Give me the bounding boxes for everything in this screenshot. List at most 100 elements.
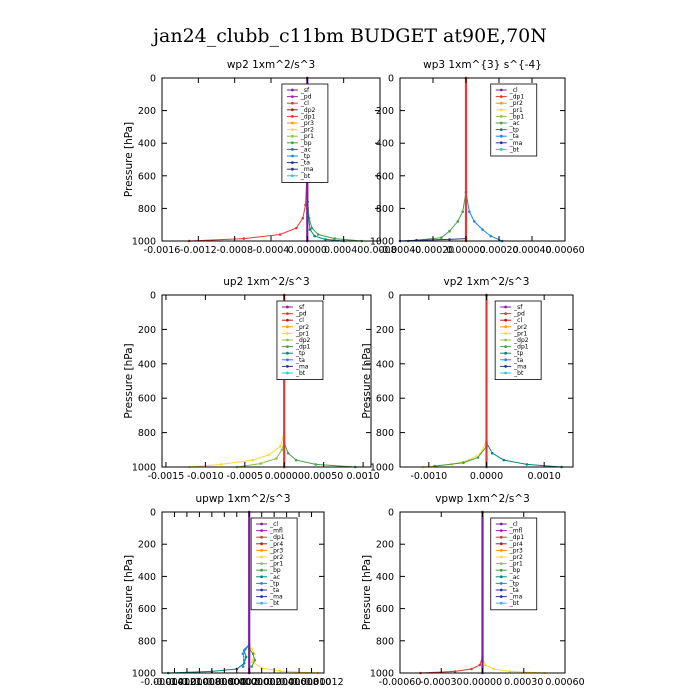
legend-marker xyxy=(504,351,508,355)
y-tick-label: 0 xyxy=(388,291,394,302)
series-point xyxy=(476,456,480,459)
series-point xyxy=(478,663,482,667)
legend-label: _bt xyxy=(295,370,306,377)
series-point xyxy=(251,652,255,655)
chart-panel-2: up2 1xm^2/s^3 Pressure [hPa] 0 200 400 600 800… xyxy=(123,276,380,482)
y-tick-label: 0 xyxy=(388,508,394,519)
legend-label: _ta xyxy=(509,133,519,140)
legend-marker xyxy=(291,101,294,105)
series-point xyxy=(251,458,254,462)
y-tick-label: 1000 xyxy=(370,463,394,474)
legend-label: _pr2 xyxy=(295,324,309,331)
legend-marker xyxy=(286,305,289,309)
legend-label: _ma xyxy=(509,594,523,601)
y-tick-label: 200 xyxy=(376,106,394,117)
legend-marker xyxy=(499,588,503,592)
legend-label: _bt xyxy=(300,173,311,180)
x-tick-label: -0.0015 xyxy=(148,471,185,482)
legend-label: _bp xyxy=(300,140,312,147)
x-tick-label: 0.00008 xyxy=(279,677,318,688)
legend-marker xyxy=(291,128,294,132)
panel-title: vpwp 1xm^2/s^3 xyxy=(435,493,530,505)
y-tick-label: 600 xyxy=(138,604,156,615)
y-axis-label: Pressure [hPa] xyxy=(123,122,135,197)
x-tick-label: -0.00010 xyxy=(166,677,209,688)
panel-title: vp2 1xm^2/s^3 xyxy=(444,276,530,288)
series-point xyxy=(316,233,320,236)
series-point xyxy=(473,220,476,223)
legend-marker xyxy=(504,338,508,342)
x-tick-label: -0.0010 xyxy=(410,471,447,482)
y-axis-label: Pressure [hPa] xyxy=(123,343,135,418)
x-tick-label: 0.00040 xyxy=(324,245,363,256)
y-tick-label: 1000 xyxy=(370,237,394,248)
series-point xyxy=(333,237,336,240)
series-point xyxy=(251,660,254,663)
legend-label: _dp2 xyxy=(300,107,316,114)
legend-label: _mfl xyxy=(509,528,523,535)
legend-label: _ma xyxy=(513,363,527,370)
legend-marker xyxy=(504,365,508,368)
x-tick-label: -0.00020 xyxy=(412,245,455,256)
legend-label: _tp xyxy=(269,580,279,587)
series-point xyxy=(250,647,253,651)
legend-label: _tp xyxy=(300,153,310,160)
series-point xyxy=(448,229,451,233)
x-tick-label: -0.00030 xyxy=(420,677,463,688)
y-tick-label: 1000 xyxy=(132,237,156,248)
legend-marker xyxy=(291,88,294,92)
legend-marker xyxy=(504,358,508,362)
x-tick-label: 0.00000 xyxy=(288,245,327,256)
legend-marker xyxy=(504,305,508,309)
legend-marker xyxy=(291,121,294,125)
legend-marker xyxy=(260,555,263,559)
legend-label: _cl xyxy=(509,521,518,528)
legend-marker xyxy=(260,542,263,546)
legend-label: _pd xyxy=(513,311,525,318)
legend-label: _cl xyxy=(509,87,518,94)
legend-marker xyxy=(499,108,503,112)
legend-label: _dp1 xyxy=(295,344,311,351)
y-tick-label: 0 xyxy=(388,74,394,85)
legend-marker xyxy=(499,134,503,138)
y-tick-label: 400 xyxy=(376,359,394,370)
legend-label: _dp2 xyxy=(295,337,311,344)
legend-label: _pr1 xyxy=(509,561,523,568)
legend-label: _ta xyxy=(513,357,523,364)
legend-marker xyxy=(291,167,294,171)
series-point xyxy=(304,203,307,207)
legend: _sf_pd_cl_pr2_pr1_dp2_dp1_tp_ta_ma_bt xyxy=(494,300,542,380)
series-point xyxy=(492,667,495,671)
x-tick-label: -0.00060 xyxy=(379,677,422,688)
series-point xyxy=(279,445,282,448)
legend-label: _bt xyxy=(509,600,520,607)
legend-label: _pr1 xyxy=(513,330,527,337)
y-tick-label: 0 xyxy=(150,74,156,85)
legend-label: _pr3 xyxy=(509,547,523,554)
legend-marker xyxy=(260,595,263,598)
series-point xyxy=(280,448,284,452)
legend-label: _sf xyxy=(295,304,305,311)
series-point xyxy=(301,216,305,220)
x-tick-label: 0.00030 xyxy=(504,677,543,688)
chart-panel-3: vp2 1xm^2/s^3 Pressure [hPa] 0 200 400 600 800… xyxy=(361,276,574,482)
legend-marker xyxy=(286,351,289,355)
x-tick-label: 0.00050 xyxy=(304,471,343,482)
legend-marker xyxy=(499,95,503,98)
series-point xyxy=(481,228,484,231)
series-point xyxy=(461,210,465,213)
x-tick-label: 0.00000 xyxy=(463,677,502,688)
x-tick-label: 0.0010 xyxy=(346,471,379,482)
legend-label: _ac xyxy=(509,120,520,127)
y-tick-label: 800 xyxy=(138,636,156,647)
legend-label: _ta xyxy=(509,587,519,594)
legend-label: _sf xyxy=(300,87,310,94)
x-tick-label: -0.00012 xyxy=(153,677,196,688)
series-point xyxy=(456,220,460,223)
legend-label: _mfl xyxy=(269,528,283,535)
legend-label: _pr3 xyxy=(300,120,314,127)
plot-frame xyxy=(399,77,566,242)
x-tick-label: -0.00040 xyxy=(379,245,422,256)
series-point xyxy=(525,463,529,466)
x-tick-label: 0.00060 xyxy=(545,245,584,256)
